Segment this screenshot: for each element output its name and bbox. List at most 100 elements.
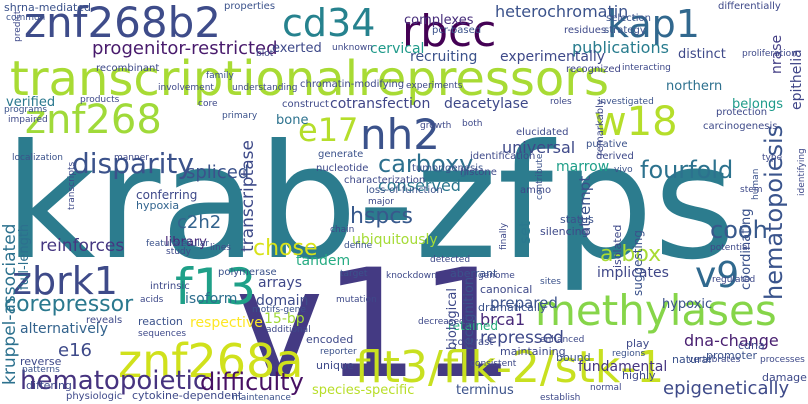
- cloud-word: domain: [256, 293, 309, 309]
- cloud-word: lines: [210, 243, 231, 253]
- cloud-word: znf268a: [118, 334, 304, 388]
- cloud-word: contrast: [452, 337, 494, 348]
- cloud-word: chromatin-modifying: [300, 79, 405, 90]
- cloud-word: construct: [282, 99, 329, 110]
- cloud-word: arrays: [258, 275, 303, 291]
- cloud-word: hspcs: [350, 204, 413, 229]
- cloud-word: mutation: [336, 295, 377, 305]
- cloud-word: f13: [175, 258, 257, 316]
- cloud-word: nh2: [360, 110, 440, 159]
- cloud-word: detected: [430, 255, 471, 265]
- cloud-word: natural: [672, 353, 712, 366]
- cloud-word: canonical: [480, 283, 533, 296]
- cloud-word: universal: [502, 138, 576, 157]
- cloud-word: reinforces: [40, 236, 125, 256]
- cloud-word: unique: [316, 359, 354, 372]
- cloud-word: v9: [695, 255, 740, 296]
- cloud-word: acids: [140, 295, 164, 305]
- cloud-word: derived: [596, 151, 634, 162]
- cloud-word: target: [340, 269, 368, 279]
- cloud-word: motifs-gene: [252, 305, 306, 315]
- cloud-word: remarkably: [595, 99, 606, 156]
- cloud-word: blot: [256, 49, 274, 59]
- cloud-word: reaction: [138, 315, 183, 328]
- cloud-word: aberrant: [450, 267, 498, 280]
- cloud-word: full-length: [17, 223, 32, 290]
- cloud-word: tandem: [296, 253, 351, 269]
- cloud-word: potential: [710, 243, 751, 253]
- cloud-word: understanding: [232, 83, 298, 93]
- cloud-word: transcriptionalrepressors: [10, 51, 610, 107]
- cloud-word: conserved: [378, 176, 461, 195]
- cloud-word: experiments: [406, 81, 463, 91]
- cloud-word: difficulty: [200, 368, 304, 396]
- cloud-word: shrna-mediated: [4, 1, 92, 14]
- cloud-word: selection: [606, 13, 651, 24]
- cloud-word: northern: [666, 79, 723, 94]
- cloud-word: isolated: [611, 224, 624, 268]
- cloud-word: maintenance: [232, 393, 291, 403]
- cloud-word: conferring: [136, 188, 198, 202]
- cloud-word: study: [166, 247, 191, 257]
- cloud-word: physiologic: [66, 391, 123, 402]
- cloud-word: major: [368, 197, 394, 207]
- cloud-word: vertebrates: [688, 355, 741, 365]
- cloud-word: common: [6, 13, 46, 23]
- cloud-word: generate: [318, 149, 364, 160]
- cloud-word: encoded: [306, 333, 354, 346]
- cloud-word: cellular: [176, 239, 209, 249]
- cloud-word: set: [516, 221, 534, 244]
- cloud-word: reverse: [20, 355, 62, 368]
- cloud-word: growth: [420, 121, 452, 131]
- cloud-word: krab-zfps: [4, 111, 736, 295]
- cloud-word: znf268: [25, 97, 162, 143]
- cloud-word: products: [80, 95, 120, 105]
- cloud-word: proliferation: [742, 49, 797, 59]
- cloud-word: bound: [556, 351, 591, 364]
- cloud-word: disparity: [72, 147, 194, 180]
- cloud-word: e17: [298, 111, 359, 149]
- cloud-word: highly: [622, 369, 656, 382]
- cloud-word: retained: [448, 319, 499, 333]
- cloud-word: cytokine-dependent: [132, 389, 243, 402]
- cloud-word: repressed: [480, 328, 564, 348]
- cloud-word: manner: [114, 153, 149, 163]
- cloud-word: elucidated: [516, 127, 569, 138]
- cloud-word: predict: [13, 10, 23, 42]
- cloud-word: involvement: [158, 83, 214, 93]
- cloud-word: loss-of-function: [366, 185, 443, 196]
- cloud-word: spliced: [186, 162, 250, 183]
- cloud-word: pcr-based: [432, 25, 482, 36]
- cloud-word: flt3/flk-2/stk-1: [355, 342, 665, 393]
- cloud-word: residues: [564, 25, 607, 36]
- cloud-word: cooh: [710, 216, 768, 244]
- cloud-word: strategy: [604, 25, 646, 36]
- cloud-word: tumorigenesis: [412, 163, 484, 174]
- cloud-word: protection: [716, 107, 768, 118]
- cloud-word: investigated: [598, 97, 654, 107]
- cloud-word: species-specific: [312, 383, 415, 398]
- cloud-word: kap1: [607, 2, 700, 46]
- cloud-word: histone: [460, 167, 497, 178]
- cloud-word: interacting: [622, 63, 671, 73]
- cloud-word: implicates: [597, 265, 669, 281]
- cloud-word: prepared: [490, 294, 558, 312]
- cloud-word: sequences: [138, 329, 187, 339]
- cloud-word: core: [198, 99, 218, 109]
- cloud-word: c2h2: [177, 212, 222, 233]
- cloud-word: establish: [540, 393, 581, 403]
- cloud-word: decreased: [418, 317, 465, 327]
- cloud-word: hematopoiesis: [760, 124, 788, 300]
- cloud-word: methylases: [535, 286, 777, 335]
- cloud-word: consistent: [470, 359, 517, 369]
- cloud-word: identifying: [797, 148, 807, 196]
- cloud-word: epigenetically: [663, 378, 790, 399]
- cloud-word: maintaining: [500, 345, 566, 358]
- cloud-word: finally: [499, 222, 509, 250]
- cloud-word: verified: [6, 95, 56, 110]
- cloud-word: znf268b2: [24, 0, 221, 47]
- cloud-word: terminus: [456, 383, 514, 398]
- cloud-word: zbrk1: [12, 259, 118, 303]
- cloud-word: additional: [266, 325, 311, 335]
